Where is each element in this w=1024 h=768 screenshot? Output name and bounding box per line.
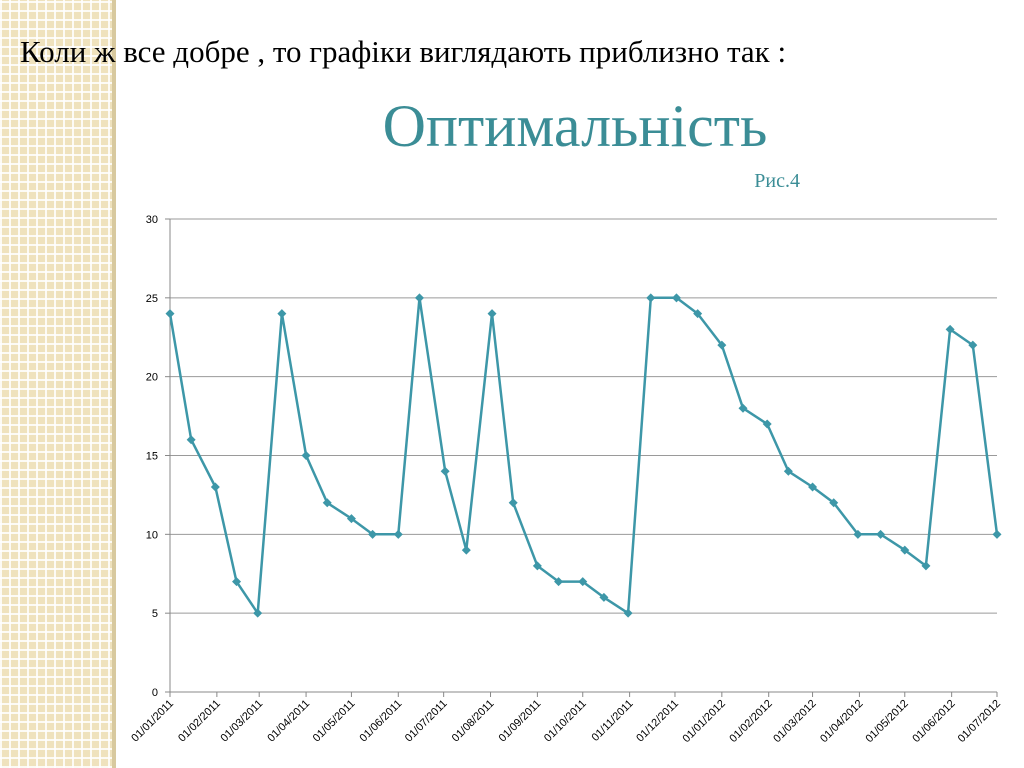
x-tick-label: 01/04/2011 [265, 698, 312, 745]
data-point-marker [554, 577, 564, 587]
x-tick-label: 01/03/2012 [771, 698, 818, 745]
y-tick-label: 15 [146, 451, 158, 463]
data-series [165, 293, 1002, 618]
data-point-marker [301, 451, 311, 460]
x-tick-label: 01/07/2012 [956, 698, 1003, 745]
y-tick-label: 10 [146, 529, 158, 541]
slide-heading: Коли ж все добре , то графіки виглядають… [20, 34, 787, 69]
data-point-marker [368, 529, 378, 539]
data-point-marker [186, 435, 196, 445]
data-point-marker [623, 608, 633, 618]
figure-caption: Рис.4 [754, 170, 800, 192]
x-tick-label: 01/05/2011 [311, 698, 358, 745]
x-tick-label: 01/03/2011 [218, 698, 265, 745]
x-tick-label: 01/08/2011 [450, 698, 497, 745]
x-tick-label: 01/12/2011 [634, 698, 681, 745]
data-point-marker [322, 498, 332, 508]
decorative-side-divider [112, 0, 116, 768]
data-point-marker [210, 482, 220, 492]
data-point-marker [717, 340, 727, 350]
data-point-marker [646, 293, 656, 303]
data-point-marker [671, 293, 681, 303]
data-point-marker [440, 466, 450, 476]
data-point-marker [532, 561, 542, 571]
data-point-marker [945, 324, 955, 334]
y-tick-label: 20 [146, 372, 158, 384]
data-point-marker [393, 529, 403, 539]
y-tick-label: 30 [146, 214, 158, 226]
x-tick-label: 01/02/2011 [176, 698, 223, 745]
x-tick-label: 01/07/2011 [403, 698, 450, 745]
data-point-marker [232, 577, 242, 587]
x-tick-label: 01/10/2011 [542, 698, 589, 745]
y-tick-label: 0 [152, 687, 158, 699]
y-axis-tick-labels: 0 5 10 15 20 25 30 [146, 214, 158, 699]
x-tick-label: 01/01/2011 [129, 698, 176, 745]
chart-gridlines [170, 218, 997, 614]
data-point-marker [921, 561, 931, 571]
data-point-marker [461, 545, 471, 555]
data-point-marker [992, 529, 1002, 539]
data-point-marker [508, 498, 518, 508]
data-point-marker [487, 309, 497, 319]
data-point-marker [693, 309, 703, 319]
data-point-marker [578, 577, 588, 587]
data-point-marker [253, 608, 263, 618]
x-tick-label: 01/06/2012 [910, 698, 957, 745]
x-tick-label: 01/05/2012 [863, 698, 910, 745]
x-tick-label: 01/02/2012 [727, 698, 774, 745]
data-point-marker [277, 309, 287, 319]
x-tick-label: 01/06/2011 [358, 698, 405, 745]
data-point-marker [346, 514, 356, 524]
data-point-marker [808, 482, 818, 492]
data-point-marker [783, 466, 793, 476]
data-point-marker [165, 309, 175, 319]
data-point-marker [829, 498, 839, 508]
x-tick-label: 01/09/2011 [497, 698, 544, 745]
chart-axes [165, 218, 998, 697]
data-point-marker [853, 529, 863, 539]
chart-title: Оптимальність [382, 93, 768, 159]
decorative-side-pattern [0, 0, 112, 768]
data-point-marker [762, 419, 772, 429]
data-point-marker [968, 340, 978, 350]
y-tick-label: 25 [146, 293, 158, 305]
x-tick-label: 01/11/2011 [589, 698, 635, 744]
data-point-marker [738, 403, 748, 413]
y-tick-label: 5 [152, 608, 158, 620]
x-tick-label: 01/04/2012 [818, 698, 865, 745]
data-point-marker [876, 529, 886, 539]
x-tick-label: 01/01/2012 [681, 698, 728, 745]
data-point-marker [599, 592, 609, 602]
data-point-marker [414, 293, 424, 303]
data-point-marker [900, 545, 910, 555]
